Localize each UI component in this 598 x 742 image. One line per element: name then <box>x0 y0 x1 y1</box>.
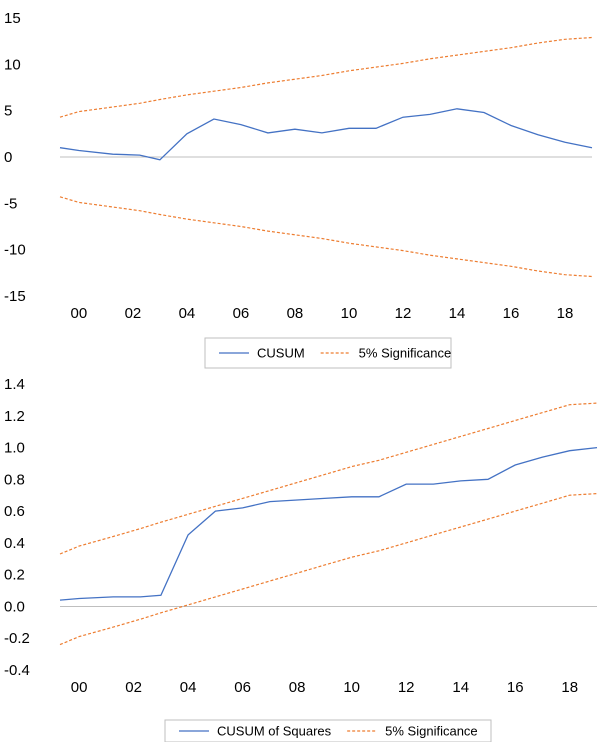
chart-panel-2: 1.4 1.2 1.0 0.8 0.6 0.4 0.2 0.0 -0.2 -0.4 00 02 04 06… <box>4 376 598 742</box>
y-tick-label: -15 <box>4 288 26 305</box>
y-tick-label: 1.2 <box>4 408 25 425</box>
x-tick-label: 14 <box>449 305 466 322</box>
x-tick-label: 04 <box>180 679 197 696</box>
x-tick-label: 02 <box>125 679 142 696</box>
y-tick-label: 15 <box>4 10 21 27</box>
x-tick-label: 10 <box>341 305 358 322</box>
legend-label: CUSUM of Squares <box>217 724 332 739</box>
y-tick-label: 0.8 <box>4 471 25 488</box>
y-tick-label: 0.0 <box>4 598 25 615</box>
legend: CUSUM of Squares 5% Significance <box>164 719 492 742</box>
y-tick-label: -5 <box>4 195 17 212</box>
x-tick-label: 16 <box>507 679 524 696</box>
chart-panel-1: 15 10 5 0 -5 -10 -15 00 02 04 06 08 10 12 14 16 18 CUSUM 5… <box>4 10 593 369</box>
x-tick-label: 10 <box>343 679 360 696</box>
legend: CUSUM 5% Significance <box>204 337 452 369</box>
x-tick-label: 06 <box>234 679 251 696</box>
x-tick-label: 08 <box>287 305 304 322</box>
series-line-cusum <box>59 108 593 161</box>
y-tick-label: 0 <box>4 149 12 166</box>
x-tick-label: 04 <box>179 305 196 322</box>
series-line-5-significance <box>59 402 598 555</box>
series-line-5-significance <box>59 36 593 118</box>
x-tick-label: 12 <box>398 679 415 696</box>
legend-label: 5% Significance <box>385 724 478 739</box>
y-tick-label: -10 <box>4 242 26 259</box>
y-tick-label: 1.4 <box>4 376 25 393</box>
y-tick-label: 10 <box>4 56 21 73</box>
legend-label: CUSUM <box>257 346 305 361</box>
series-line-5-significance <box>59 196 593 278</box>
y-tick-label: 1.0 <box>4 440 25 457</box>
y-tick-label: 0.4 <box>4 535 25 552</box>
legend-label: 5% Significance <box>359 346 452 361</box>
y-tick-label: -0.2 <box>4 630 30 647</box>
x-tick-label: 00 <box>71 679 88 696</box>
x-tick-label: 08 <box>289 679 306 696</box>
legend-box <box>164 719 492 742</box>
x-tick-label: 16 <box>503 305 520 322</box>
y-tick-label: 0.2 <box>4 567 25 584</box>
x-tick-label: 18 <box>561 679 578 696</box>
x-tick-label: 18 <box>557 305 574 322</box>
x-tick-label: 00 <box>71 305 88 322</box>
x-tick-label: 14 <box>452 679 469 696</box>
x-tick-label: 12 <box>395 305 412 322</box>
y-tick-label: -0.4 <box>4 662 30 679</box>
x-tick-label: 06 <box>233 305 250 322</box>
x-tick-label: 02 <box>125 305 142 322</box>
y-tick-label: 5 <box>4 103 12 120</box>
series-line-cusum-of-squares <box>59 446 598 601</box>
series-line-5-significance <box>59 493 598 646</box>
y-tick-label: 0.6 <box>4 503 25 520</box>
